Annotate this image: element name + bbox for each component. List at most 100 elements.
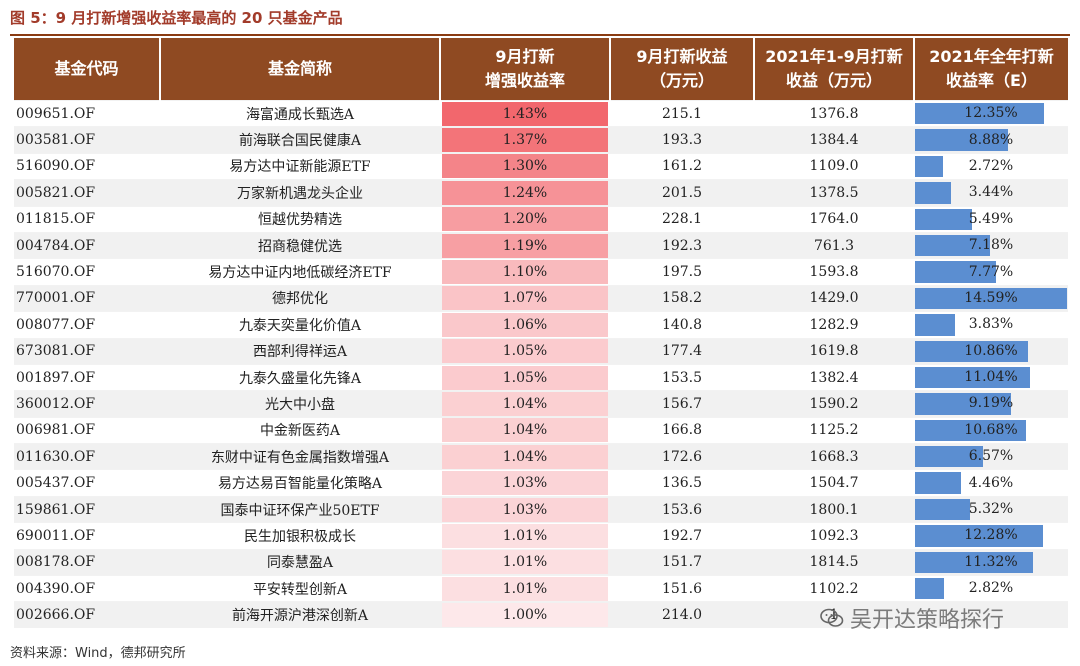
annual-rate-bar xyxy=(915,393,1011,415)
annual-rate-cell: 14.59% xyxy=(914,284,1068,312)
fund-name-cell: 前海联合国民健康A xyxy=(160,126,440,154)
fund-name-cell: 恒越优势精选 xyxy=(160,205,440,233)
table-row: 516070.OF 易方达中证内地低碳经济ETF 1.10% 197.5 1593.8 7… xyxy=(14,258,1068,286)
annual-rate-text: 9.19% xyxy=(968,395,1014,412)
sep-rate-heat: 1.00% xyxy=(442,603,608,628)
sep-rate-cell: 1.00% xyxy=(440,601,610,628)
ytd-income-cell: 1429.0 xyxy=(754,284,914,312)
fund-code-cell: 011630.OF xyxy=(14,443,160,470)
ytd-income-cell: 1102.2 xyxy=(754,575,914,602)
sep-rate-cell: 1.05% xyxy=(440,337,610,365)
sep-rate-heat: 1.19% xyxy=(442,233,608,258)
annual-rate-cell: 4.46% xyxy=(914,469,1068,497)
annual-rate-bar xyxy=(915,366,1031,389)
sep-income-cell: 172.6 xyxy=(610,443,754,470)
fund-code-cell: 008178.OF xyxy=(14,548,160,576)
fund-name-cell: 前海开源沪港深创新A xyxy=(160,601,440,628)
sep-rate-cell: 1.04% xyxy=(440,443,610,470)
annual-rate-cell: 5.32% xyxy=(914,495,1068,523)
annual-rate-bar xyxy=(915,446,984,468)
ytd-income-cell: 1590.2 xyxy=(754,390,914,418)
sep-income-cell: 158.2 xyxy=(610,284,754,312)
annual-rate-text: 10.86% xyxy=(964,342,1018,359)
table-header-row: 基金代码 基金简称 9月打新 增强收益率 9月打新收益 （万元） 2021年1-9月… xyxy=(14,38,1068,101)
sep-income-cell: 193.3 xyxy=(610,126,754,154)
fund-name-cell: 九泰久盛量化先锋A xyxy=(160,363,440,391)
annual-rate-cell: 8.88% xyxy=(914,126,1068,154)
sep-rate-cell: 1.06% xyxy=(440,311,610,339)
fund-name-cell: 德邦优化 xyxy=(160,284,440,312)
annual-rate-bar xyxy=(915,182,951,204)
fund-code-cell: 011815.OF xyxy=(14,205,160,233)
annual-rate-bar xyxy=(915,129,1008,151)
header-sep-income: 9月打新收益 （万元） xyxy=(610,38,755,101)
table-row: 002666.OF 前海开源沪港深创新A 1.00% 214.0 1 xyxy=(14,601,1068,628)
ytd-income-cell: 1814.5 xyxy=(754,548,914,576)
annual-rate-bar xyxy=(915,208,973,230)
table-row: 006981.OF 中金新医药A 1.04% 166.8 1125.2 10.68% xyxy=(14,416,1068,444)
sep-rate-heat: 1.01% xyxy=(442,523,608,548)
fund-name-cell: 万家新机遇龙头企业 xyxy=(160,179,440,207)
sep-rate-heat: 1.03% xyxy=(442,497,608,522)
header-fund-name: 基金简称 xyxy=(160,38,441,101)
sep-rate-cell: 1.30% xyxy=(440,152,610,180)
ytd-income-cell: 1382.4 xyxy=(754,363,914,391)
fund-code-cell: 004390.OF xyxy=(14,575,160,602)
annual-rate-text: 5.49% xyxy=(968,210,1014,227)
header-sep-rate: 9月打新 增强收益率 xyxy=(440,38,611,101)
sep-rate-heat: 1.01% xyxy=(442,576,608,601)
table-row: 011630.OF 东财中证有色金属指数增强A 1.04% 172.6 1668.3 6.… xyxy=(14,443,1068,470)
annual-rate-text: 3.44% xyxy=(968,184,1014,201)
annual-rate-text: 14.59% xyxy=(964,289,1018,306)
fund-code-cell: 003581.OF xyxy=(14,126,160,154)
fund-code-cell: 690011.OF xyxy=(14,522,160,550)
table-row: 005821.OF 万家新机遇龙头企业 1.24% 201.5 1378.5 3.44% xyxy=(14,179,1068,207)
fund-name-cell: 东财中证有色金属指数增强A xyxy=(160,443,440,470)
annual-rate-bar xyxy=(915,498,971,521)
annual-rate-cell: 3.44% xyxy=(914,179,1068,207)
annual-rate-cell xyxy=(914,601,1068,628)
annual-rate-bar xyxy=(915,578,945,600)
fund-table: 基金代码 基金简称 9月打新 增强收益率 9月打新收益 （万元） 2021年1-9月… xyxy=(14,38,1068,628)
ytd-income-cell: 1378.5 xyxy=(754,179,914,207)
ytd-income-cell: 1593.8 xyxy=(754,258,914,286)
sep-rate-heat: 1.04% xyxy=(442,444,608,469)
table-row: 008077.OF 九泰天奕量化价值A 1.06% 140.8 1282.9 3.83% xyxy=(14,311,1068,339)
annual-rate-cell: 10.86% xyxy=(914,337,1068,365)
annual-rate-cell: 11.04% xyxy=(914,363,1068,391)
ytd-income-cell: 1668.3 xyxy=(754,443,914,470)
fund-code-cell: 002666.OF xyxy=(14,601,160,628)
ytd-income-cell: 1125.2 xyxy=(754,416,914,444)
annual-rate-cell: 2.72% xyxy=(914,152,1068,180)
annual-rate-bar xyxy=(915,155,944,178)
sep-rate-cell: 1.20% xyxy=(440,205,610,233)
annual-rate-bar xyxy=(915,261,996,283)
sep-rate-cell: 1.10% xyxy=(440,258,610,286)
table-row: 005437.OF 易方达易百智能量化策略A 1.03% 136.5 1504.7 4.4… xyxy=(14,469,1068,497)
sep-rate-cell: 1.01% xyxy=(440,575,610,602)
annual-rate-bar xyxy=(915,419,1027,442)
sep-rate-cell: 1.03% xyxy=(440,495,610,523)
sep-rate-heat: 1.05% xyxy=(442,339,608,364)
ytd-income-cell: 1384.4 xyxy=(754,126,914,154)
sep-income-cell: 153.6 xyxy=(610,495,754,523)
fund-name-cell: 国泰中证环保产业50ETF xyxy=(160,495,440,523)
table-row: 011815.OF 恒越优势精选 1.20% 228.1 1764.0 5.49% xyxy=(14,205,1068,233)
annual-rate-bar xyxy=(915,103,1044,125)
sep-rate-cell: 1.07% xyxy=(440,284,610,312)
annual-rate-cell: 6.57% xyxy=(914,443,1068,470)
ytd-income-cell: 1092.3 xyxy=(754,522,914,550)
annual-rate-cell: 12.35% xyxy=(914,99,1068,127)
annual-rate-text: 10.68% xyxy=(964,421,1018,438)
annual-rate-text: 4.46% xyxy=(968,474,1014,491)
fund-name-cell: 易方达中证内地低碳经济ETF xyxy=(160,258,440,286)
annual-rate-bar xyxy=(915,314,955,336)
sep-rate-cell: 1.24% xyxy=(440,179,610,207)
annual-rate-bar xyxy=(915,340,1029,362)
header-fund-code: 基金代码 xyxy=(14,38,161,101)
sep-income-cell: 151.7 xyxy=(610,548,754,576)
fund-name-cell: 西部利得祥运A xyxy=(160,337,440,365)
sep-rate-cell: 1.04% xyxy=(440,390,610,418)
fund-name-cell: 中金新医药A xyxy=(160,416,440,444)
annual-rate-bar xyxy=(915,551,1033,574)
